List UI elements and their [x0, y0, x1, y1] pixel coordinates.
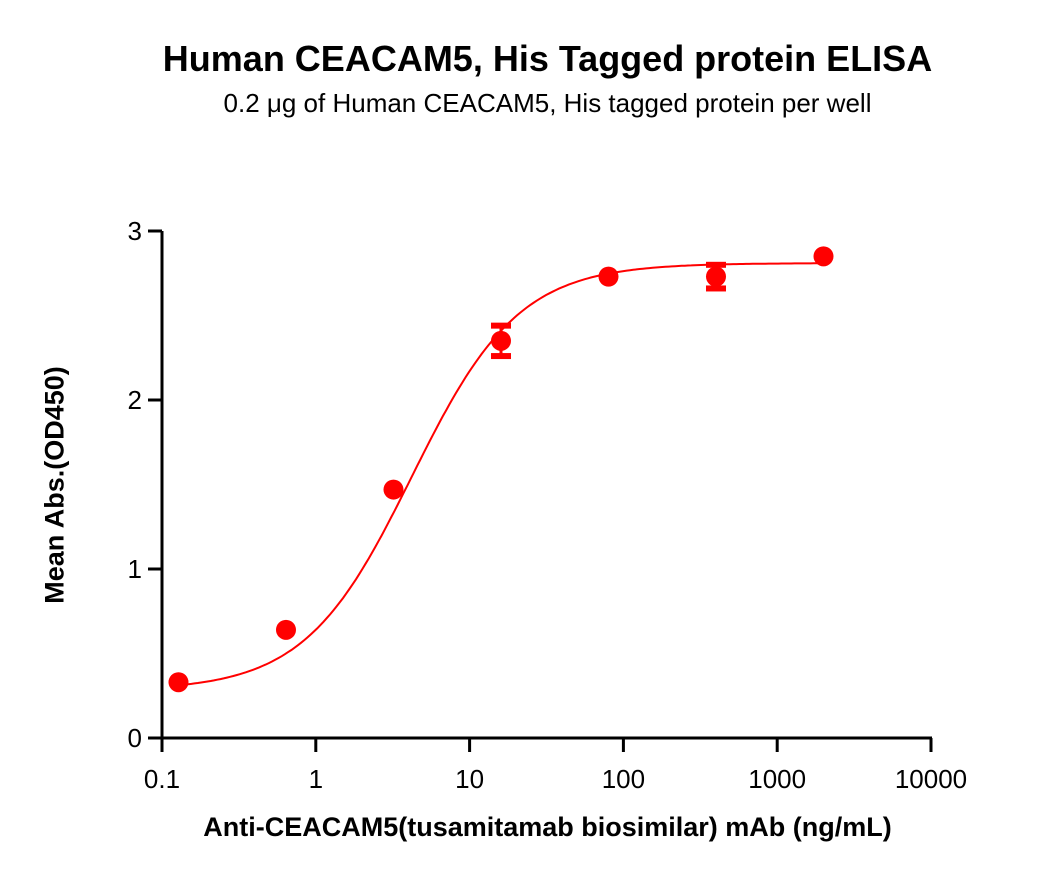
x-tick-label: 10000: [895, 764, 967, 794]
y-tick-label: 1: [128, 554, 142, 584]
x-tick-label: 1000: [748, 764, 806, 794]
error-cap: [705, 285, 726, 292]
y-tick-label: 0: [128, 723, 142, 753]
data-point: [383, 479, 404, 500]
data-points: [168, 246, 834, 693]
data-point: [168, 672, 189, 693]
data-point: [275, 619, 296, 640]
error-cap: [705, 261, 726, 268]
chart-title: Human CEACAM5, His Tagged protein ELISA: [162, 38, 933, 79]
x-tick-label: 100: [602, 764, 645, 794]
error-cap: [490, 353, 511, 360]
y-tick-label: 3: [128, 216, 142, 246]
y-tick-label: 2: [128, 385, 142, 415]
axes: 0 1 2 3 0.1 1 10 100 1000 10000: [128, 216, 968, 794]
data-point: [490, 330, 511, 351]
data-point: [598, 266, 619, 287]
x-axis-label: Anti-CEACAM5(tusamitamab biosimilar) mAb…: [203, 812, 892, 842]
x-tick-label: 1: [309, 764, 323, 794]
data-point: [813, 246, 834, 267]
chart-subtitle: 0.2 μg of Human CEACAM5, His tagged prot…: [223, 88, 872, 118]
data-point: [705, 266, 726, 287]
x-tick-label: 10: [455, 764, 484, 794]
error-cap: [490, 322, 511, 329]
x-tick-label: 0.1: [144, 764, 180, 794]
